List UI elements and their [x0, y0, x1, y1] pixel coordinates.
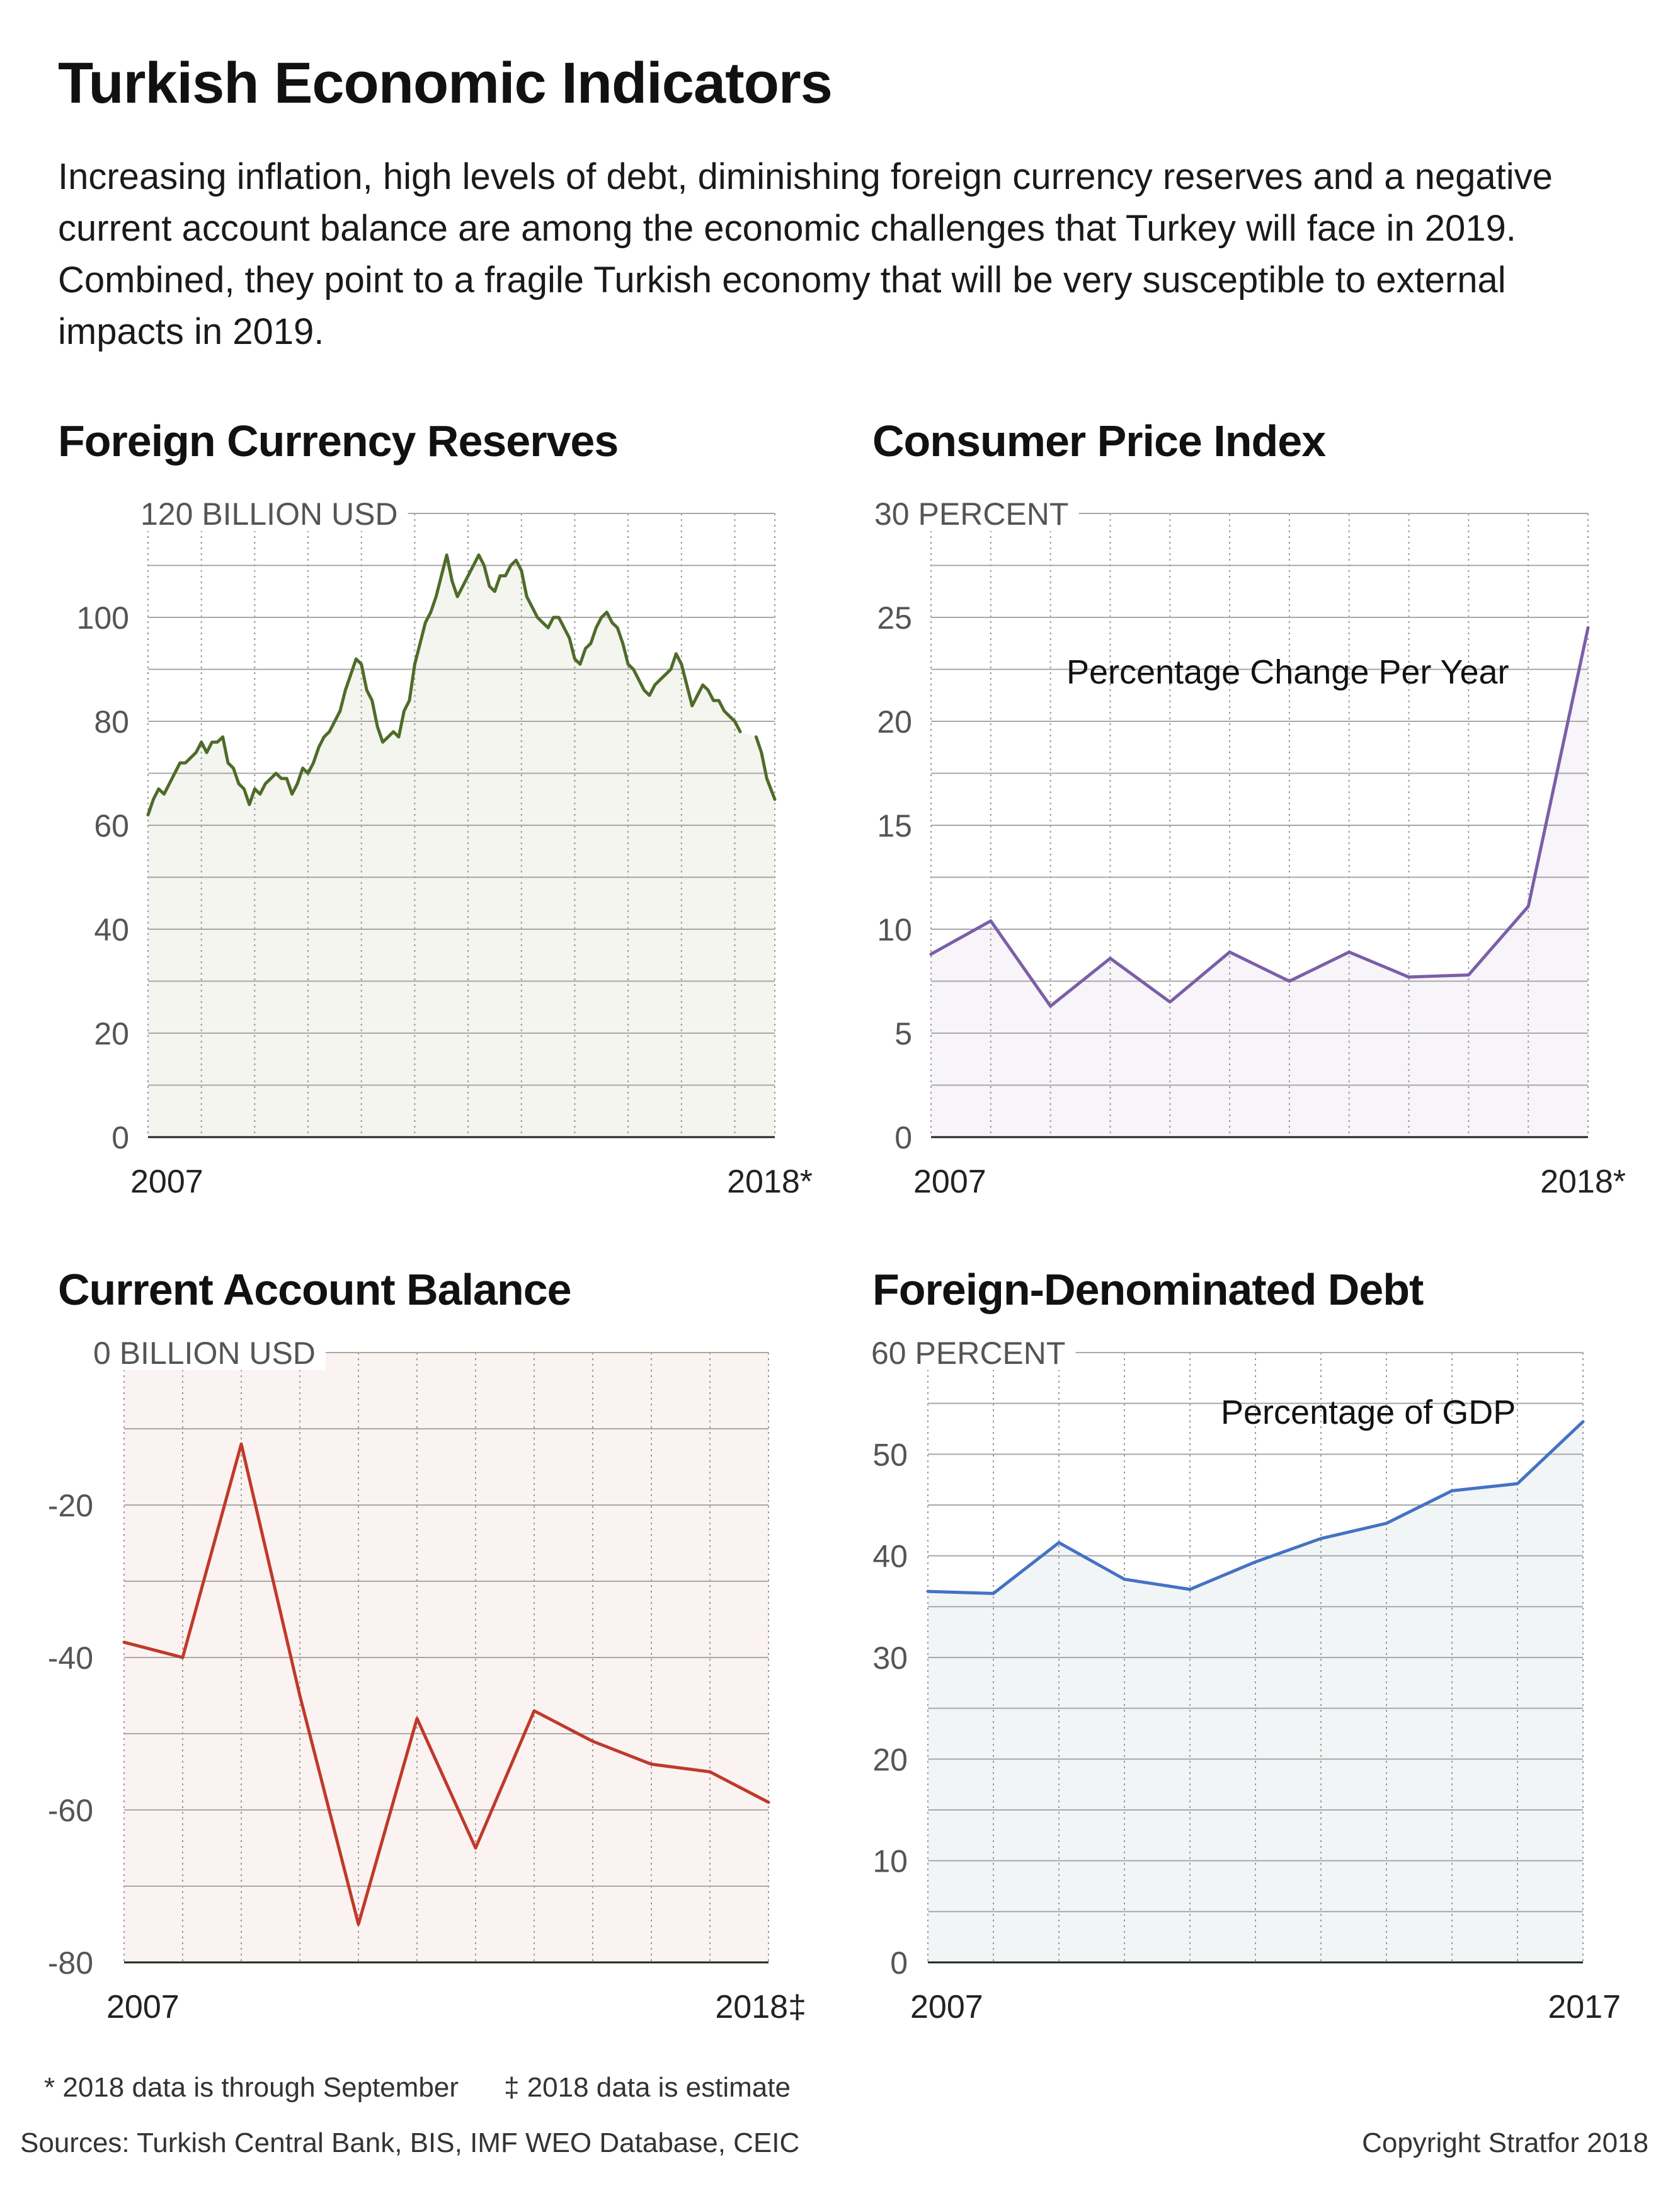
y-tick-label: 60	[94, 808, 129, 844]
sources-note: Sources: Turkish Central Bank, BIS, IMF …	[20, 2127, 800, 2158]
series-line	[754, 735, 777, 801]
y-tick-label-backing	[135, 496, 408, 531]
cpi-chart-title: Consumer Price Index	[872, 416, 1326, 466]
x-tick-label-start: 2007	[106, 1989, 180, 2025]
series-line	[146, 553, 742, 816]
x-tick-label-end: 2018*	[1540, 1164, 1626, 1200]
y-tick-label: 5	[894, 1016, 912, 1051]
current-account-chart-title: Current Account Balance	[58, 1265, 572, 1314]
x-tick-label-end: 2018‡	[715, 1989, 806, 2025]
area-fill	[148, 555, 775, 1137]
series-line	[122, 1442, 770, 1926]
y-tick-label: 40	[872, 1539, 908, 1574]
y-tick-label-backing	[866, 1335, 1076, 1370]
y-tick-label-top: 30 PERCENT	[874, 496, 1068, 532]
y-tick-label: 0	[111, 1120, 129, 1155]
x-tick-label-start: 2007	[910, 1989, 983, 2025]
page-subtitle: Increasing inflation, high levels of deb…	[58, 156, 1553, 352]
y-tick-label: 0	[890, 1945, 908, 1981]
y-tick-label: 50	[872, 1437, 908, 1472]
y-tick-label: 10	[872, 1844, 908, 1879]
y-tick-label-top: 120 BILLION USD	[140, 496, 398, 532]
y-tick-label: 15	[877, 808, 912, 844]
y-tick-label: 30	[872, 1640, 908, 1676]
x-tick-label-start: 2007	[130, 1164, 203, 1200]
reserves-chart: 0 20 40 60 80 100 120 BILLION USD 2007 2018*	[77, 496, 813, 1200]
x-tick-label-start: 2007	[913, 1164, 986, 1200]
y-tick-label: 0	[894, 1120, 912, 1155]
series-line	[929, 626, 1590, 1008]
chart-annotation: Percentage Change Per Year	[1066, 653, 1509, 691]
y-tick-label: 25	[877, 600, 912, 636]
y-tick-label: 20	[877, 704, 912, 740]
y-tick-label: 100	[77, 600, 129, 636]
y-tick-label: 20	[872, 1742, 908, 1777]
y-tick-label: -40	[48, 1640, 93, 1676]
area-fill	[931, 627, 1588, 1137]
y-tick-label: 10	[877, 912, 912, 947]
x-tick-label-end: 2018*	[727, 1164, 813, 1200]
y-tick-label: -60	[48, 1793, 93, 1828]
current-account-chart: -80 -60 -40 -20 0 BILLION USD 2007 2018‡	[48, 1335, 806, 2025]
y-tick-label-backing	[88, 1335, 326, 1370]
area-fill	[928, 1421, 1583, 1962]
y-tick-label: -20	[48, 1488, 93, 1523]
y-tick-label-top: 60 PERCENT	[871, 1336, 1065, 1371]
chart-annotation: Percentage of GDP	[1221, 1394, 1516, 1431]
y-tick-label: 80	[94, 704, 129, 740]
page-title: Turkish Economic Indicators	[58, 51, 833, 115]
y-tick-label: -80	[48, 1945, 93, 1981]
footnote-september: * 2018 data is through September	[44, 2072, 459, 2103]
y-tick-label-backing	[869, 496, 1079, 531]
y-tick-label: 20	[94, 1016, 129, 1051]
x-tick-label-end: 2017	[1548, 1989, 1621, 2025]
copyright-note: Copyright Stratfor 2018	[1362, 2127, 1649, 2158]
footnote-estimate: ‡ 2018 data is estimate	[504, 2072, 791, 2103]
y-tick-label-top: 0 BILLION USD	[93, 1336, 316, 1371]
series-line	[926, 1420, 1585, 1595]
y-tick-label: 40	[94, 912, 129, 947]
cpi-chart: 0 5 10 15 20 25 30 PERCENT 2007 2018* Percentage …	[869, 496, 1626, 1200]
debt-chart: 0 10 20 30 40 50 60 PERCENT 2007 2017 Percentage …	[866, 1335, 1621, 2025]
debt-chart-title: Foreign-Denominated Debt	[872, 1265, 1424, 1314]
reserves-chart-title: Foreign Currency Reserves	[58, 416, 619, 466]
